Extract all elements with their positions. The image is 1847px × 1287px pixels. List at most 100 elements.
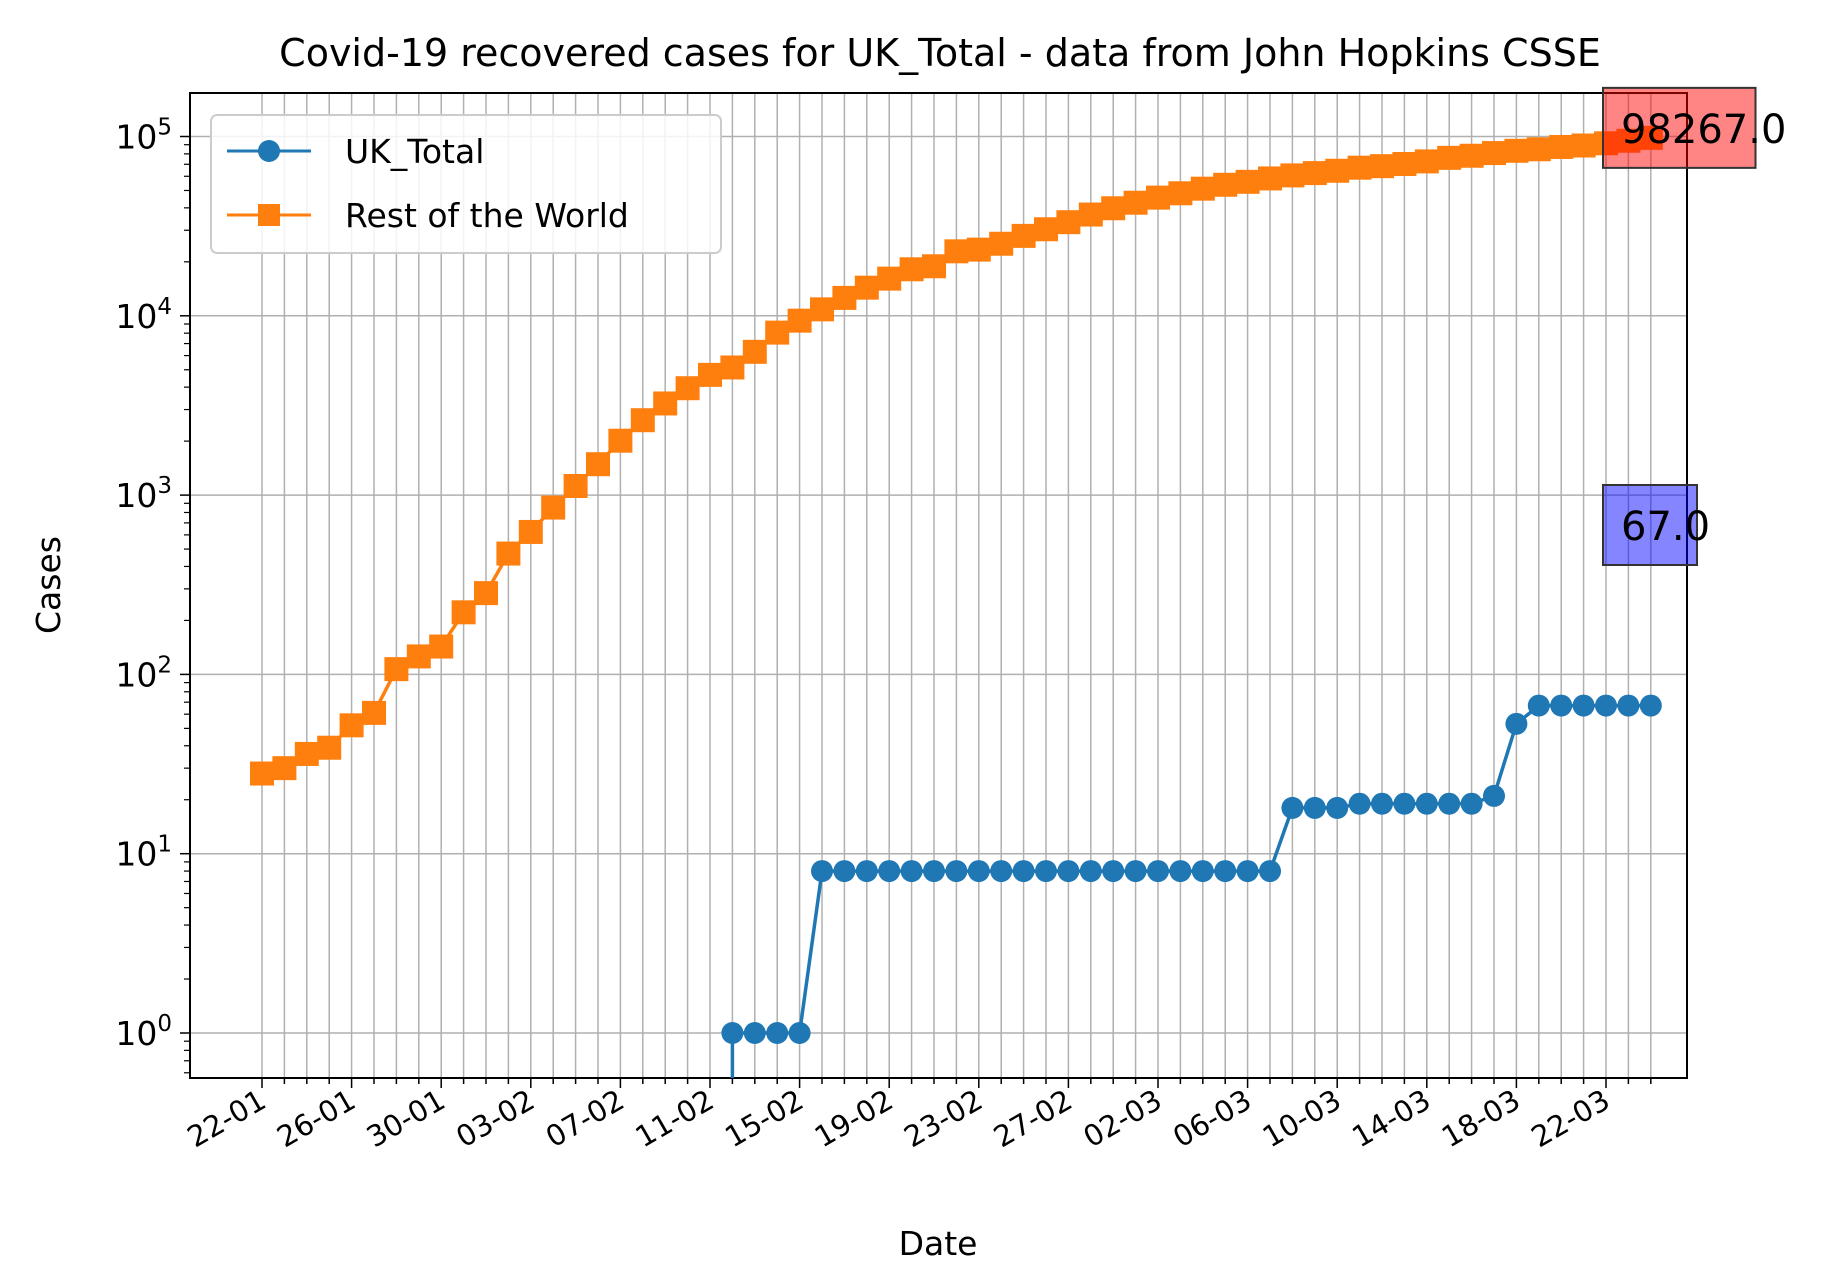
x-tick-label: 18-03 bbox=[1436, 1083, 1526, 1155]
value-annotation-text: 67.0 bbox=[1621, 504, 1710, 550]
data-point bbox=[966, 237, 991, 262]
x-tick-label: 11-02 bbox=[630, 1083, 720, 1155]
data-point bbox=[1011, 223, 1036, 248]
data-point bbox=[1057, 860, 1080, 883]
data-point bbox=[1370, 154, 1394, 179]
data-point bbox=[923, 860, 945, 883]
x-tick-label: 03-02 bbox=[450, 1083, 540, 1155]
data-point bbox=[1460, 792, 1483, 815]
data-point bbox=[899, 257, 924, 282]
data-point bbox=[1325, 158, 1350, 183]
data-point bbox=[877, 266, 902, 291]
data-point bbox=[1437, 145, 1462, 170]
x-tick-label: 14-03 bbox=[1346, 1083, 1436, 1155]
legend-uk-marker bbox=[258, 140, 280, 162]
data-point bbox=[1594, 131, 1618, 156]
data-point bbox=[451, 600, 476, 625]
y-tick-label: 104 bbox=[115, 294, 172, 336]
data-point bbox=[1348, 792, 1371, 815]
x-axis-label: Date bbox=[899, 1224, 978, 1263]
data-point bbox=[294, 741, 319, 766]
data-point bbox=[653, 391, 678, 416]
data-point bbox=[1595, 694, 1617, 717]
data-point bbox=[1280, 163, 1305, 188]
data-point bbox=[541, 495, 566, 520]
data-point bbox=[518, 519, 543, 544]
annotation-layer: 98267.0 67.0 bbox=[1602, 86, 1786, 566]
data-point bbox=[878, 860, 901, 883]
data-point bbox=[742, 339, 767, 364]
data-point bbox=[810, 297, 834, 322]
data-point bbox=[1146, 185, 1170, 210]
data-point bbox=[989, 231, 1014, 256]
data-point bbox=[854, 275, 879, 300]
legend: UK_Total Rest of the World bbox=[210, 114, 722, 254]
x-tick-label: 30-01 bbox=[361, 1083, 451, 1155]
data-point bbox=[1347, 155, 1372, 180]
data-point bbox=[1415, 792, 1438, 815]
data-point bbox=[496, 541, 521, 566]
plot-area bbox=[189, 92, 1688, 1079]
legend-uk-label: UK_Total bbox=[345, 132, 484, 171]
data-point bbox=[1147, 860, 1169, 883]
data-point bbox=[675, 376, 700, 401]
data-point bbox=[1504, 138, 1529, 163]
data-point bbox=[1101, 196, 1126, 221]
data-point bbox=[586, 452, 610, 477]
data-point bbox=[945, 860, 968, 883]
data-point bbox=[900, 860, 923, 883]
data-point bbox=[721, 1022, 744, 1044]
y-axis: 100 101 102 103 104 105 bbox=[115, 115, 190, 1074]
data-point bbox=[1012, 860, 1035, 883]
x-tick-label: 06-03 bbox=[1167, 1083, 1257, 1155]
data-point bbox=[1550, 694, 1573, 717]
y-tick-label: 102 bbox=[115, 652, 172, 694]
x-tick-label: 15-02 bbox=[719, 1083, 809, 1155]
data-point bbox=[608, 428, 633, 453]
data-point bbox=[1169, 860, 1192, 883]
data-point bbox=[1259, 860, 1281, 883]
data-point bbox=[250, 761, 274, 786]
data-point bbox=[1034, 217, 1058, 242]
data-point bbox=[720, 355, 745, 380]
data-point bbox=[474, 581, 498, 606]
data-point bbox=[1616, 128, 1641, 153]
x-tick-label: 27-02 bbox=[988, 1083, 1078, 1155]
data-point bbox=[1638, 125, 1663, 150]
data-point bbox=[698, 362, 722, 387]
data-point bbox=[1191, 860, 1214, 883]
data-point bbox=[1459, 143, 1484, 168]
data-point bbox=[1438, 792, 1461, 815]
data-point bbox=[944, 239, 969, 264]
data-point bbox=[1102, 860, 1125, 883]
data-point bbox=[429, 634, 454, 659]
y-tick-label: 105 bbox=[115, 115, 172, 157]
data-point bbox=[1079, 860, 1102, 883]
data-point bbox=[1078, 202, 1103, 227]
data-point bbox=[1393, 792, 1416, 815]
data-point bbox=[1639, 694, 1662, 717]
series-line bbox=[730, 703, 1651, 1078]
data-point bbox=[1483, 784, 1505, 807]
data-point bbox=[833, 860, 856, 883]
value-annotation-text: 98267.0 bbox=[1621, 107, 1786, 153]
grid bbox=[190, 93, 1687, 1078]
data-point bbox=[811, 860, 833, 883]
data-point bbox=[1303, 796, 1326, 819]
data-point bbox=[832, 285, 857, 310]
y-axis-label: Cases bbox=[29, 536, 68, 634]
data-point bbox=[1549, 134, 1574, 159]
data-point bbox=[384, 657, 409, 682]
data-point bbox=[630, 408, 655, 433]
data-point bbox=[766, 1022, 789, 1044]
legend-world-marker bbox=[258, 204, 280, 226]
value-annotation-box bbox=[1602, 484, 1698, 566]
data-point bbox=[1124, 860, 1147, 883]
plot-frame bbox=[189, 92, 1688, 1079]
data-point bbox=[272, 756, 297, 781]
data-point bbox=[563, 473, 588, 498]
x-tick-label: 26-01 bbox=[271, 1083, 361, 1155]
data-point bbox=[788, 1022, 811, 1044]
data-point bbox=[1123, 190, 1148, 215]
x-tick-label: 07-02 bbox=[540, 1083, 630, 1155]
